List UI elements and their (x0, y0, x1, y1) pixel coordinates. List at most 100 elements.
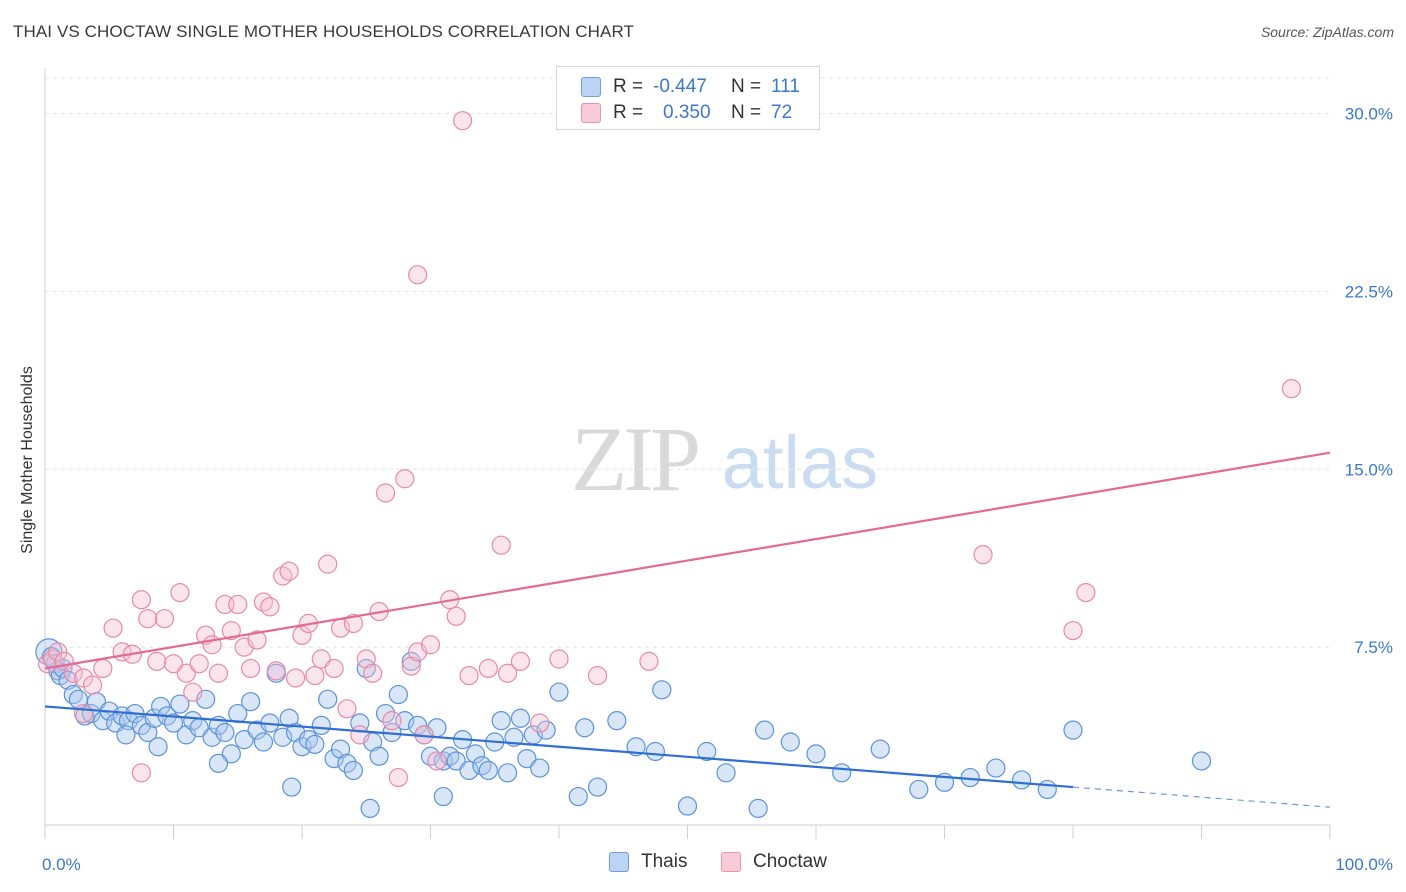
choctaw-point (131, 590, 151, 610)
choctaw-point (147, 651, 167, 671)
r-label: R = (613, 102, 644, 123)
thais-trend-extension (1072, 786, 1331, 808)
choctaw-point (73, 703, 94, 724)
choctaw-point (401, 656, 421, 676)
thais-point (1191, 751, 1212, 771)
choctaw-point (176, 663, 196, 683)
thais-point (305, 734, 325, 754)
choctaw-point (363, 663, 383, 683)
choctaw-point (530, 713, 550, 733)
choctaw-point (549, 649, 569, 669)
thais-point (697, 741, 717, 762)
thais-point (626, 737, 646, 757)
thais-point (748, 798, 768, 819)
choctaw-point (639, 651, 659, 671)
choctaw-point (138, 609, 158, 629)
thais-point (504, 727, 524, 747)
thais-point (116, 725, 136, 745)
choctaw-point (285, 668, 306, 688)
thais-point (234, 730, 254, 750)
thais-point (587, 777, 608, 797)
choctaw-point (163, 654, 184, 674)
legend-item-thais[interactable]: Thais (609, 851, 687, 873)
choctaw-point (395, 469, 415, 489)
thais-point (170, 694, 190, 714)
choctaw-point (241, 658, 261, 679)
thais-point (754, 720, 775, 740)
thais-point (568, 786, 588, 807)
y-tick-label: 15.0% (1345, 460, 1393, 479)
choctaw-point (973, 545, 993, 565)
thais-point (208, 753, 229, 773)
thais-point (986, 758, 1006, 778)
n-value: 72 (771, 102, 793, 123)
thais-point (241, 692, 261, 712)
thais-point (498, 763, 518, 783)
choctaw-point (311, 649, 331, 669)
choctaw-point (356, 649, 376, 669)
choctaw-point (228, 594, 248, 615)
thais-point (870, 739, 890, 759)
thais-point (645, 741, 665, 762)
thais-point (780, 732, 800, 752)
choctaw-point (208, 663, 229, 683)
r-value: 0.350 (663, 102, 711, 123)
choctaw-point (587, 665, 608, 686)
choctaw-point (446, 606, 466, 626)
choctaw-point (260, 597, 280, 617)
n-label: N = (731, 76, 762, 97)
thais-point (1063, 720, 1083, 740)
thais-point (446, 751, 466, 771)
choctaw-point (491, 535, 511, 555)
thais-point (510, 708, 531, 728)
chart-title: THAI VS CHOCTAW SINGLE MOTHER HOUSEHOLDS… (13, 22, 635, 41)
source-credit: Source: ZipAtlas.com (1260, 24, 1394, 40)
gridlines (45, 77, 1330, 648)
thais-point (465, 744, 486, 764)
thais-point (282, 777, 302, 797)
thais-point (253, 732, 274, 752)
y-tick-label: 22.5% (1345, 282, 1393, 301)
watermark-atlas: atlas (722, 421, 878, 504)
thais-point (491, 711, 511, 731)
thais-point (517, 748, 537, 769)
choctaw-point (478, 658, 498, 679)
thais-point (716, 763, 736, 783)
thais-point (330, 739, 351, 759)
thais-swatch (581, 77, 601, 97)
tick-labels: 7.5% 15.0% 22.5% 30.0% 0.0% 100.0% (42, 105, 1393, 874)
choctaw-point (427, 751, 447, 771)
thais-point (324, 748, 344, 769)
choctaw-point (1076, 582, 1096, 603)
choctaw-point (266, 661, 286, 681)
thais-point (909, 779, 929, 800)
legend-label-thais: Thais (641, 851, 688, 872)
thais-point (832, 763, 852, 783)
trend-lines (44, 451, 1331, 808)
thais-point (388, 684, 408, 705)
choctaw-point (48, 642, 68, 662)
choctaw-point (459, 665, 479, 686)
thais-point (478, 760, 498, 781)
choctaw-point (453, 111, 473, 131)
choctaw-point (279, 561, 299, 581)
thais-point (530, 758, 550, 778)
series-choctaw (37, 111, 1302, 788)
choctaw-point (498, 663, 518, 683)
watermark-zip: ZIP (571, 408, 698, 510)
choctaw-point (420, 635, 441, 655)
thais-trend-line (44, 705, 1074, 789)
choctaw-point (221, 620, 241, 641)
legend-item-choctaw[interactable]: Choctaw (721, 851, 827, 873)
choctaw-swatch (581, 103, 601, 123)
choctaw-point (154, 609, 175, 629)
thais-point (311, 715, 331, 736)
thais-point (1011, 770, 1032, 790)
series-legend: Thais Choctaw (0, 851, 1406, 877)
choctaw-point (247, 630, 267, 650)
thais-point (138, 722, 158, 743)
thais-point (148, 737, 168, 757)
choctaw-point (1281, 379, 1302, 399)
choctaw-point (131, 763, 151, 783)
